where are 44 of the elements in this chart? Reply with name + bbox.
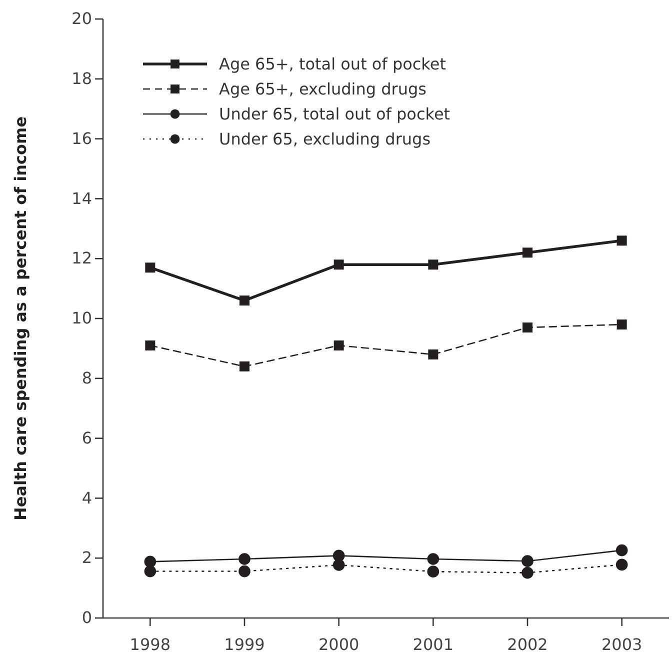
x-tick-label: 2002 [507, 634, 548, 654]
legend-label: Under 65, total out of pocket [219, 104, 450, 124]
point [145, 340, 156, 350]
point [522, 555, 534, 567]
y-tick-label: 2 [82, 548, 92, 568]
point [616, 319, 627, 330]
point [522, 322, 532, 332]
y-tick-label: 12 [72, 248, 92, 268]
point [238, 565, 250, 578]
point [616, 236, 627, 246]
point [522, 566, 534, 579]
x-tick-label: 1998 [130, 634, 171, 654]
point [334, 340, 344, 350]
y-axis-title: Health care spending as a percent of income [11, 116, 30, 521]
legend-label: Under 65, excluding drugs [219, 130, 431, 149]
y-tick-label: 20 [72, 9, 92, 28]
x-tick-label: 2001 [412, 634, 454, 654]
point [428, 349, 438, 360]
y-tick-label: 6 [82, 428, 92, 448]
y-tick-label: 8 [82, 368, 92, 388]
point [616, 558, 628, 571]
point [144, 565, 156, 578]
point [334, 260, 344, 270]
legend-label: Age 65+, excluding drugs [219, 80, 426, 99]
x-tick-label: 2003 [601, 634, 642, 654]
point [332, 559, 345, 571]
y-tick-label: 4 [82, 488, 92, 508]
y-tick-label: 14 [72, 188, 92, 208]
legend-label: Age 65+, total out of pocket [219, 54, 446, 74]
point [145, 262, 156, 273]
point [240, 296, 250, 306]
y-tick-label: 16 [72, 128, 92, 148]
x-tick-label: 1999 [224, 634, 265, 654]
point [616, 544, 628, 556]
point [428, 260, 438, 270]
point [238, 553, 250, 565]
y-tick-label: 0 [82, 608, 92, 628]
point [240, 361, 250, 372]
y-tick-label: 18 [72, 69, 92, 88]
point [522, 248, 532, 258]
point [427, 566, 440, 578]
x-tick-label: 2000 [318, 634, 360, 654]
point [427, 553, 440, 565]
y-tick-label: 10 [72, 308, 92, 328]
